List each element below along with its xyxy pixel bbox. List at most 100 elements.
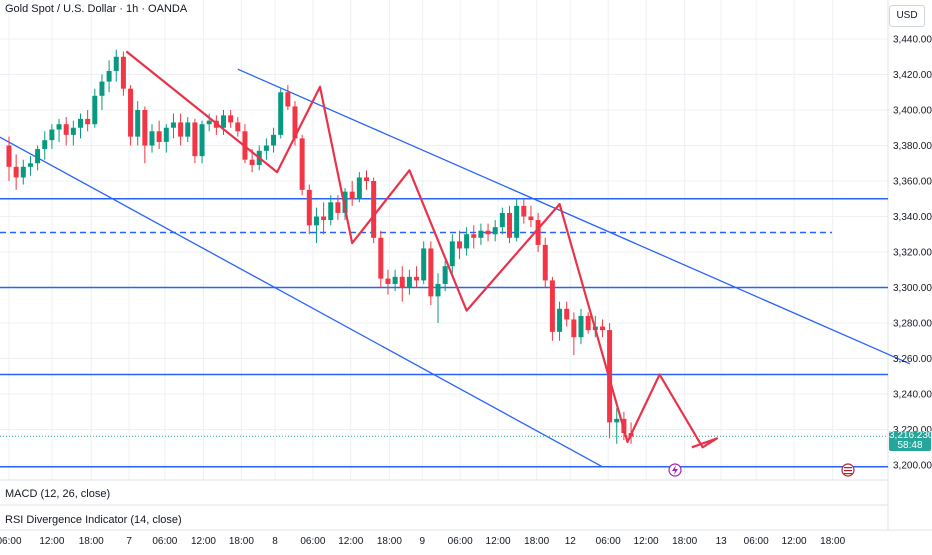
candle-body[interactable] bbox=[142, 110, 148, 146]
candle-body[interactable] bbox=[406, 276, 412, 288]
candle-body[interactable] bbox=[85, 118, 91, 125]
lightning-icon bbox=[672, 465, 678, 475]
currency-selector[interactable]: USD bbox=[889, 5, 925, 27]
candle-body[interactable] bbox=[192, 122, 198, 157]
candle-body[interactable] bbox=[492, 227, 498, 235]
time-tick-label: 18:00 bbox=[672, 536, 697, 547]
candle-body[interactable] bbox=[349, 191, 355, 199]
candle-body[interactable] bbox=[356, 177, 362, 199]
candle-body[interactable] bbox=[113, 56, 119, 71]
candle-body[interactable] bbox=[278, 92, 284, 135]
candle-body[interactable] bbox=[456, 241, 462, 249]
candle-body[interactable] bbox=[13, 166, 19, 178]
time-tick-label: 13 bbox=[716, 536, 728, 547]
candle-body[interactable] bbox=[20, 166, 26, 178]
macd-indicator-label[interactable]: MACD (12, 26, close) bbox=[5, 488, 111, 500]
bar-countdown: 58:48 bbox=[897, 440, 923, 451]
candle-body[interactable] bbox=[56, 124, 62, 130]
candle-body[interactable] bbox=[449, 241, 455, 267]
rsi-indicator-label[interactable]: RSI Divergence Indicator (14, close) bbox=[5, 514, 182, 526]
candle-body[interactable] bbox=[6, 145, 12, 167]
candle-body[interactable] bbox=[35, 149, 41, 164]
candle-body[interactable] bbox=[228, 115, 234, 123]
candle-body[interactable] bbox=[428, 248, 434, 297]
candle-body[interactable] bbox=[421, 248, 427, 281]
candle-body[interactable] bbox=[321, 216, 327, 221]
time-tick-label: 06:00 bbox=[596, 536, 621, 547]
candle-body[interactable] bbox=[378, 237, 384, 279]
candle-body[interactable] bbox=[435, 283, 441, 297]
candle-body[interactable] bbox=[149, 131, 155, 146]
candle-body[interactable] bbox=[371, 181, 377, 238]
candle-body[interactable] bbox=[442, 266, 448, 284]
candle-body[interactable] bbox=[63, 124, 69, 135]
candle-body[interactable] bbox=[585, 315, 591, 331]
candle-body[interactable] bbox=[571, 319, 577, 338]
candle-body[interactable] bbox=[528, 216, 534, 221]
candle-body[interactable] bbox=[313, 216, 319, 226]
candle-body[interactable] bbox=[285, 92, 291, 107]
price-tick-label: 3,300.000 bbox=[893, 283, 932, 294]
candle-body[interactable] bbox=[299, 138, 305, 190]
price-tick-label: 3,220.000 bbox=[893, 425, 932, 436]
candle-body[interactable] bbox=[206, 120, 212, 125]
candle-body[interactable] bbox=[599, 326, 605, 331]
projection-path[interactable] bbox=[125, 50, 719, 449]
candle-body[interactable] bbox=[306, 189, 312, 226]
candle-body[interactable] bbox=[514, 205, 520, 238]
candle-body[interactable] bbox=[564, 308, 570, 320]
candle-body[interactable] bbox=[106, 70, 112, 82]
candle-body[interactable] bbox=[120, 56, 126, 89]
candle-body[interactable] bbox=[535, 220, 541, 245]
candle-body[interactable] bbox=[499, 212, 505, 228]
candle-body[interactable] bbox=[578, 315, 584, 338]
candle-body[interactable] bbox=[292, 106, 298, 139]
candle-body[interactable] bbox=[464, 234, 470, 249]
candle-body[interactable] bbox=[99, 81, 105, 96]
candle-body[interactable] bbox=[221, 115, 226, 128]
candle-body[interactable] bbox=[507, 212, 512, 238]
candle-body[interactable] bbox=[392, 276, 398, 284]
flag-stripe bbox=[844, 467, 852, 469]
candle-body[interactable] bbox=[557, 308, 563, 332]
candle-body[interactable] bbox=[249, 159, 255, 166]
candle-body[interactable] bbox=[271, 134, 277, 146]
candle-body[interactable] bbox=[42, 140, 48, 150]
candle-body[interactable] bbox=[235, 122, 241, 132]
candle-body[interactable] bbox=[414, 276, 420, 281]
time-tick-label: 06:00 bbox=[152, 536, 177, 547]
candle-body[interactable] bbox=[263, 145, 269, 151]
candle-body[interactable] bbox=[178, 122, 184, 137]
channel-trendline[interactable] bbox=[0, 121, 603, 468]
candle-body[interactable] bbox=[471, 234, 477, 238]
candle-body[interactable] bbox=[27, 163, 33, 167]
time-tick-label: 12:00 bbox=[338, 536, 363, 547]
candle-body[interactable] bbox=[542, 244, 548, 281]
candle-body[interactable] bbox=[485, 230, 491, 235]
candle-body[interactable] bbox=[92, 95, 98, 125]
candle-body[interactable] bbox=[70, 127, 76, 135]
candle-body[interactable] bbox=[78, 118, 83, 128]
candle-body[interactable] bbox=[199, 124, 205, 157]
candle-body[interactable] bbox=[521, 205, 527, 217]
candle-body[interactable] bbox=[364, 177, 369, 181]
candle-body[interactable] bbox=[135, 110, 141, 137]
channel-trendline[interactable] bbox=[237, 68, 911, 365]
candle-body[interactable] bbox=[335, 202, 341, 213]
time-tick-label: 8 bbox=[272, 536, 278, 547]
candle-body[interactable] bbox=[163, 127, 169, 142]
candle-body[interactable] bbox=[170, 122, 176, 128]
candle-body[interactable] bbox=[399, 276, 405, 288]
candle-body[interactable] bbox=[342, 191, 348, 213]
candle-body[interactable] bbox=[614, 418, 620, 423]
candle-body[interactable] bbox=[185, 122, 191, 137]
candle-body[interactable] bbox=[328, 202, 334, 221]
candle-body[interactable] bbox=[156, 131, 162, 142]
candle-body[interactable] bbox=[128, 88, 134, 137]
candle-body[interactable] bbox=[549, 280, 555, 332]
candle-body[interactable] bbox=[49, 129, 55, 141]
candle-body[interactable] bbox=[385, 278, 391, 284]
candle-body[interactable] bbox=[478, 230, 484, 238]
